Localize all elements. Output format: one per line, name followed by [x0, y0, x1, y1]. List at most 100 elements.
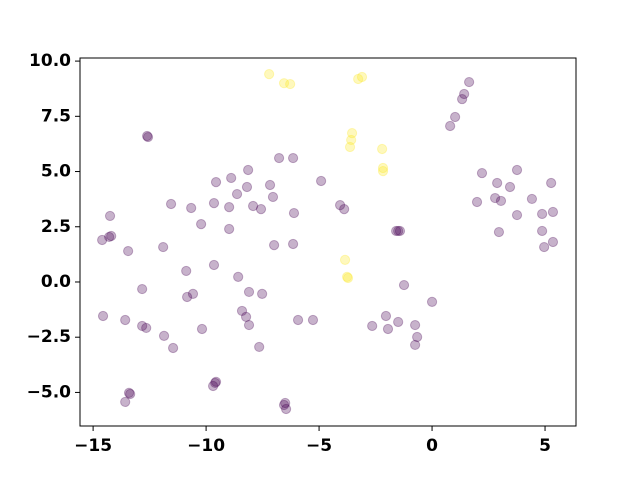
x-tick-label: −15 [74, 436, 112, 456]
point [182, 291, 193, 303]
y-tick-label: 7.5 [41, 106, 71, 126]
point [247, 200, 259, 212]
point [539, 241, 550, 253]
point [546, 177, 557, 189]
point [224, 201, 235, 213]
point [97, 310, 109, 322]
y-tick-label: 10.0 [29, 51, 71, 71]
point [346, 128, 358, 139]
point [243, 319, 255, 331]
point [537, 208, 548, 220]
point [547, 206, 559, 218]
point [471, 196, 483, 208]
point [224, 223, 235, 235]
point [106, 230, 117, 242]
point [412, 331, 423, 343]
point [196, 219, 207, 230]
point [547, 236, 559, 248]
point [334, 200, 346, 211]
point [226, 172, 237, 184]
point [356, 71, 368, 83]
x-tick-label: 5 [539, 436, 551, 456]
point [426, 296, 438, 307]
point [241, 181, 253, 193]
point [287, 238, 299, 250]
point [377, 165, 389, 177]
point [342, 272, 354, 284]
point [511, 209, 523, 221]
point [158, 330, 170, 341]
point [292, 314, 304, 326]
point [257, 288, 268, 300]
point [210, 177, 222, 188]
point [537, 225, 548, 237]
y-tick-label: 0.0 [41, 272, 71, 292]
point [120, 396, 131, 408]
point [207, 380, 219, 392]
point [476, 167, 488, 179]
point [167, 342, 179, 354]
point [393, 316, 404, 328]
x-tick-label: 0 [426, 436, 438, 456]
point [511, 164, 523, 176]
point [125, 388, 136, 400]
point [273, 152, 285, 164]
point [353, 73, 364, 85]
point [307, 314, 319, 326]
point [208, 198, 220, 209]
point [493, 226, 505, 238]
point [391, 225, 402, 237]
point [280, 403, 292, 415]
point [187, 288, 199, 300]
point [123, 245, 134, 257]
point [278, 78, 290, 89]
point [464, 76, 475, 88]
point [457, 93, 468, 105]
point [137, 283, 148, 295]
point [450, 111, 461, 123]
point [142, 130, 153, 142]
point [104, 231, 115, 243]
point [267, 191, 279, 203]
point [123, 387, 135, 398]
point [233, 271, 244, 283]
point [344, 141, 356, 153]
point [410, 339, 421, 351]
y-tick-label: 5.0 [41, 162, 71, 182]
point [104, 210, 116, 222]
point [269, 239, 280, 251]
point [341, 271, 353, 283]
point [208, 259, 220, 271]
point [287, 152, 299, 164]
point [377, 143, 388, 155]
point [120, 314, 131, 326]
point [492, 177, 503, 189]
point [490, 192, 501, 204]
point [137, 320, 148, 332]
point [382, 323, 394, 335]
point [196, 323, 208, 335]
point [288, 207, 300, 219]
point [255, 203, 267, 215]
point [445, 120, 456, 132]
point [346, 134, 357, 146]
point [165, 198, 177, 210]
point [158, 241, 169, 253]
point [285, 78, 296, 90]
point [316, 175, 327, 187]
point [141, 322, 152, 334]
point [280, 397, 291, 409]
point [339, 203, 350, 215]
point [236, 305, 248, 317]
y-tick-label: −2.5 [27, 327, 71, 347]
plot-frame [79, 57, 577, 427]
point [97, 234, 108, 246]
point [459, 88, 470, 100]
point [380, 310, 392, 322]
y-tick-label: −5.0 [27, 382, 72, 402]
point [142, 131, 154, 143]
point [398, 279, 410, 291]
point [339, 254, 351, 265]
